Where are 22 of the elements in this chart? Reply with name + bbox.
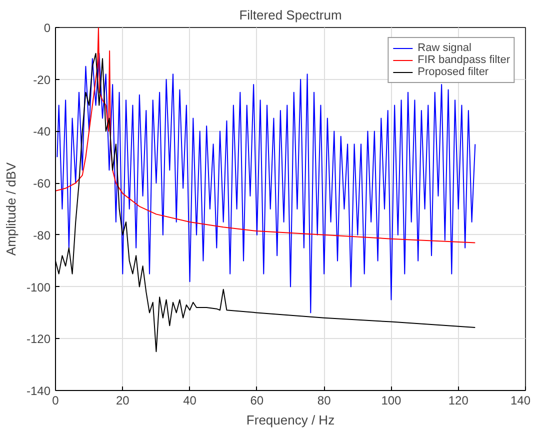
- x-tick-label: 0: [52, 394, 60, 408]
- y-axis-title: Amplitude / dBV: [3, 162, 18, 256]
- legend-label: Raw signal: [418, 42, 472, 54]
- y-tick-label: -40: [33, 124, 51, 139]
- y-tick-label: -20: [33, 72, 51, 87]
- x-tick-label: 140: [510, 394, 531, 408]
- chart-title: Filtered Spectrum: [239, 8, 342, 22]
- y-tick-label: -80: [33, 228, 51, 242]
- y-tick-label: -60: [33, 176, 51, 191]
- legend-label: Proposed filter: [418, 66, 489, 78]
- x-axis-title: Frequency / Hz: [246, 412, 335, 428]
- x-tick-label: 20: [116, 394, 130, 408]
- y-tick-label: 0: [44, 21, 51, 35]
- x-tick-label: 80: [317, 394, 332, 408]
- x-tick-label: 100: [381, 394, 402, 408]
- y-tick-label: -100: [26, 280, 51, 294]
- legend-label: FIR bandpass filter: [418, 54, 510, 66]
- x-tick-label: 120: [448, 394, 469, 408]
- x-tick-label: 40: [183, 394, 197, 408]
- y-tick-label: -120: [26, 332, 51, 346]
- y-tick-label: -140: [26, 384, 51, 398]
- x-tick-label: 60: [250, 394, 264, 408]
